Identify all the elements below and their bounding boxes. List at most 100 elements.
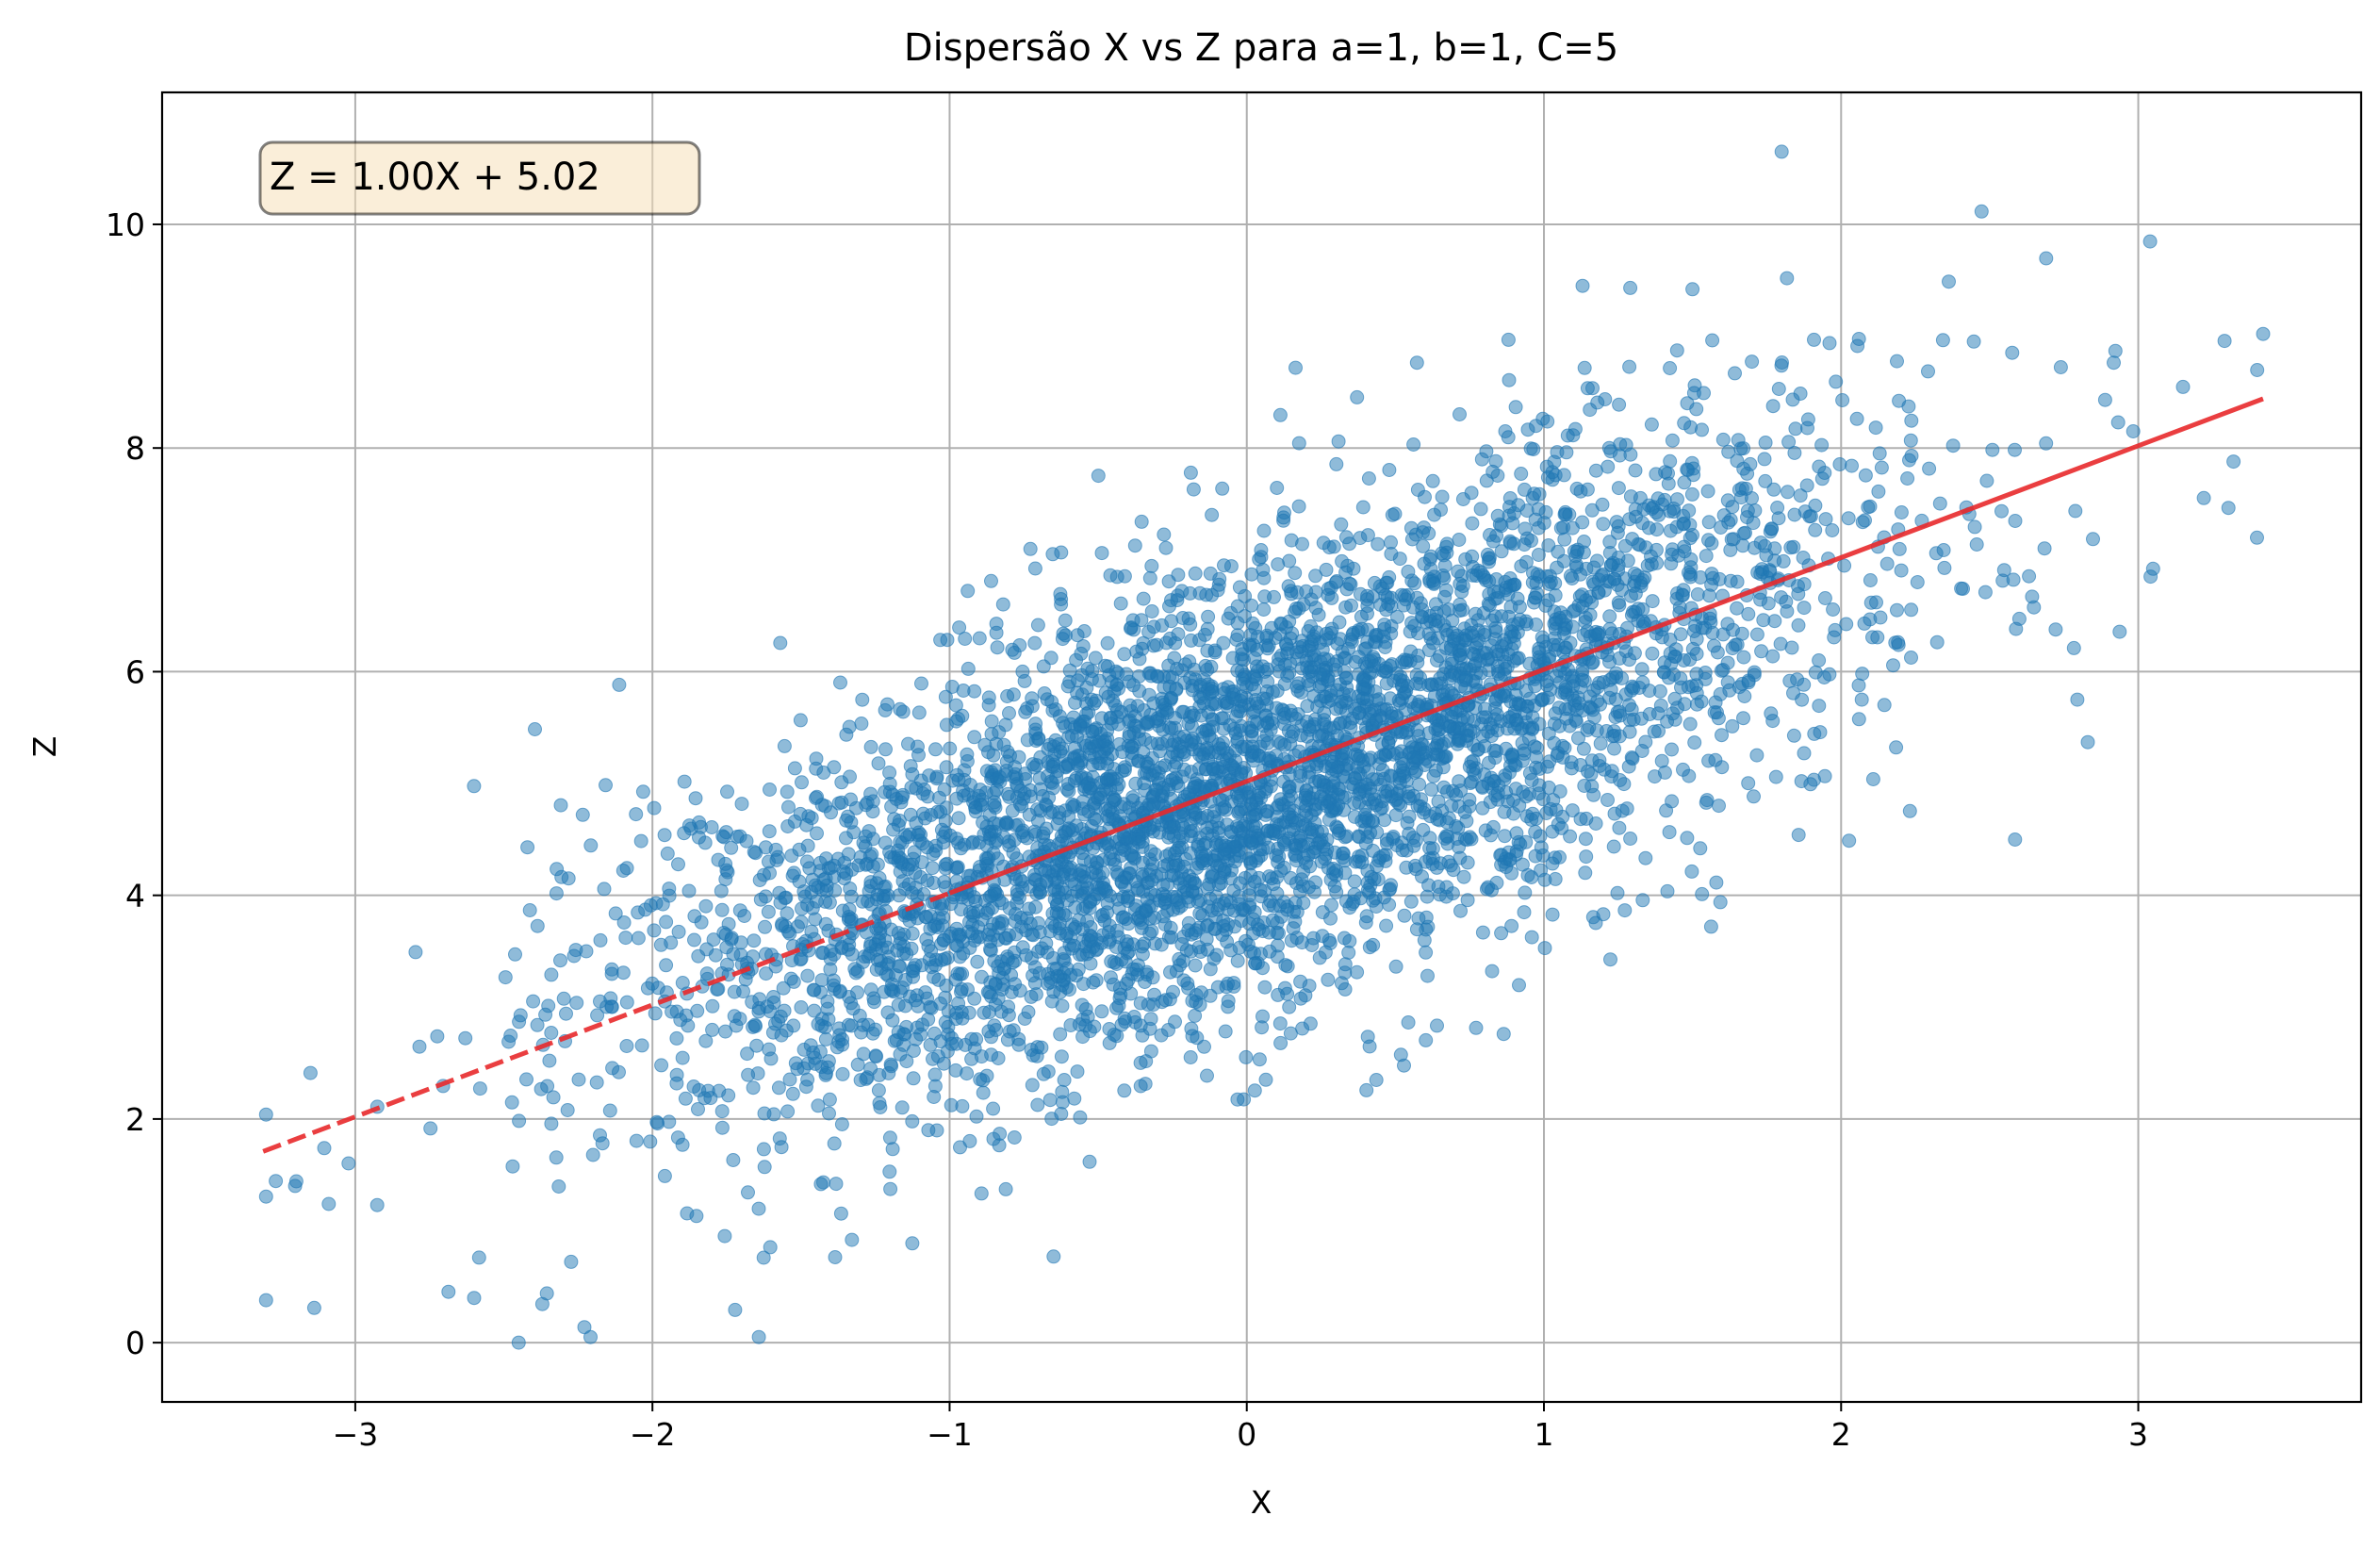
scatter-point (1140, 904, 1153, 917)
scatter-point (1843, 834, 1856, 848)
scatter-point (1273, 408, 1287, 421)
scatter-point (1056, 999, 1069, 1013)
scatter-point (1519, 790, 1533, 803)
scatter-point (1445, 799, 1458, 812)
scatter-point (1540, 675, 1553, 688)
scatter-point (1316, 930, 1329, 943)
scatter-point (1312, 774, 1325, 787)
scatter-point (1538, 942, 1551, 955)
scatter-point (1594, 737, 1607, 750)
scatter-point (1476, 926, 1489, 939)
scatter-point (1402, 565, 1415, 578)
scatter-point (1272, 855, 1285, 868)
scatter-point (1666, 548, 1679, 561)
scatter-point (468, 780, 481, 793)
scatter-point (949, 1013, 962, 1026)
scatter-point (1083, 1155, 1096, 1168)
scatter-point (1715, 761, 1729, 774)
scatter-point (1170, 682, 1183, 695)
scatter-point (1442, 720, 1455, 733)
scatter-point (977, 1006, 991, 1019)
scatter-point (887, 823, 900, 836)
scatter-point (560, 1007, 573, 1020)
scatter-point (1721, 494, 1734, 507)
scatter-point (545, 1027, 558, 1040)
scatter-point (1303, 666, 1316, 679)
scatter-point (1385, 591, 1398, 604)
scatter-point (1596, 498, 1609, 511)
scatter-point (727, 1154, 740, 1167)
scatter-point (1320, 848, 1333, 861)
scatter-point (1087, 799, 1100, 812)
scatter-point (552, 1180, 566, 1194)
scatter-point (963, 941, 977, 954)
scatter-point (1200, 919, 1213, 932)
scatter-point (1031, 1098, 1044, 1112)
scatter-point (1986, 443, 1999, 456)
scatter-point (1530, 812, 1543, 825)
scatter-point (1646, 595, 1659, 608)
scatter-point (1205, 660, 1218, 673)
scatter-point (1511, 651, 1524, 665)
scatter-point (1145, 559, 1158, 572)
scatter-point (1632, 537, 1645, 551)
scatter-point (1755, 645, 1768, 658)
scatter-point (993, 966, 1006, 980)
scatter-point (1101, 758, 1114, 771)
scatter-point (892, 849, 905, 863)
scatter-point (1613, 821, 1626, 834)
scatter-point (2038, 542, 2051, 555)
scatter-point (1273, 1017, 1287, 1030)
scatter-point (1128, 852, 1141, 865)
scatter-point (1018, 674, 1031, 687)
scatter-point (1809, 499, 1822, 512)
scatter-point (907, 1072, 920, 1085)
scatter-point (1678, 517, 1691, 530)
scatter-point (1578, 780, 1591, 793)
scatter-point (1056, 1085, 1069, 1098)
scatter-point (1206, 720, 1220, 733)
scatter-point (1389, 960, 1403, 973)
scatter-point (1408, 750, 1421, 764)
scatter-point (1162, 831, 1175, 844)
scatter-point (1754, 536, 1767, 550)
scatter-point (1397, 599, 1410, 612)
scatter-point (1521, 423, 1535, 437)
scatter-point (845, 1233, 859, 1246)
scatter-point (1536, 793, 1550, 806)
scatter-point (1891, 603, 1904, 617)
scatter-point (2009, 443, 2022, 456)
scatter-point (1771, 502, 1784, 515)
scatter-point (576, 808, 589, 821)
scatter-point (1474, 503, 1487, 516)
scatter-point (1003, 929, 1016, 942)
scatter-point (1377, 749, 1390, 762)
scatter-point (952, 773, 965, 786)
scatter-point (991, 641, 1004, 654)
scatter-point (1736, 539, 1749, 552)
scatter-point (945, 1037, 959, 1050)
scatter-point (786, 1087, 799, 1100)
scatter-point (1220, 894, 1233, 907)
scatter-point (1625, 684, 1638, 697)
scatter-point (1677, 763, 1690, 776)
scatter-point (773, 886, 786, 899)
scatter-point (2009, 515, 2022, 528)
scatter-point (1453, 534, 1466, 547)
scatter-point (1367, 773, 1380, 786)
scatter-point (799, 1080, 812, 1094)
scatter-point (545, 968, 558, 981)
scatter-point (1699, 550, 1713, 563)
scatter-point (1389, 809, 1403, 822)
scatter-point (1280, 638, 1293, 651)
scatter-point (797, 885, 811, 898)
scatter-point (990, 783, 1003, 797)
scatter-point (864, 1063, 878, 1076)
scatter-point (749, 847, 763, 860)
scatter-point (1359, 916, 1372, 930)
scatter-point (893, 960, 906, 973)
scatter-point (1038, 687, 1051, 700)
scatter-point (1607, 840, 1620, 853)
scatter-point (1555, 614, 1568, 627)
scatter-point (1420, 890, 1434, 903)
